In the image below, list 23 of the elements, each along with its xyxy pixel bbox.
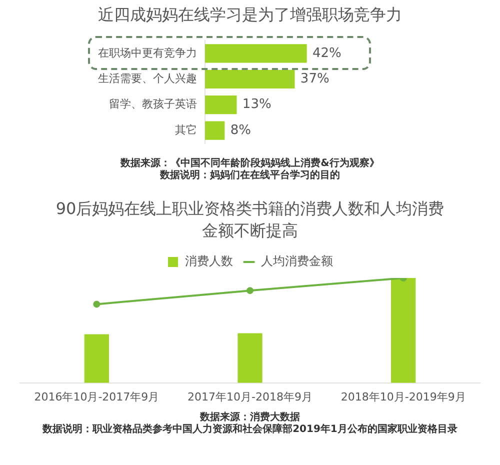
bar (205, 96, 237, 114)
legend-label: 人均消费金额 (261, 254, 333, 268)
y-tick-label: 生活需要、个人兴趣 (98, 72, 197, 86)
chart-title: 近四成妈妈在线学习是为了增强职场竞争力 (97, 4, 403, 26)
x-tick-label: 2016年10月-2017年9月 (34, 390, 160, 404)
text: 数据说明：妈妈们在在线平台学习的目的 (158, 170, 341, 182)
data-label: 42% (312, 46, 342, 61)
bar (205, 70, 295, 88)
bar (205, 121, 225, 140)
source-note: 数据来源：消费大数据 (198, 412, 301, 423)
y-tick-label: 留学、教孩子英语 (109, 98, 197, 111)
data-label: 13% (242, 97, 272, 112)
bar (205, 44, 307, 63)
text: 数据说明：职业资格品类参考中国人力资源和社会保障部2019年1月公布的国家职业资格目录 (41, 424, 458, 436)
y-tick-label: 其它 (175, 123, 197, 136)
y-tick-label: 在职场中更有竞争力 (98, 46, 197, 60)
x-tick-label: 2018年10月-2019年9月 (340, 390, 466, 404)
data-label: 37% (300, 72, 330, 87)
legend-label: 消费人数 (185, 254, 233, 268)
data-label: 8% (230, 122, 251, 138)
chart-title: 90后妈妈在线上职业资格类书籍的消费人数和人均消费金额不断提高 (54, 198, 446, 242)
source-note: 数据来源：《中国不同年龄阶段妈妈线上消费&行为观察》 (119, 158, 380, 170)
x-tick-label: 2017年10月-2018年9月 (188, 390, 312, 404)
